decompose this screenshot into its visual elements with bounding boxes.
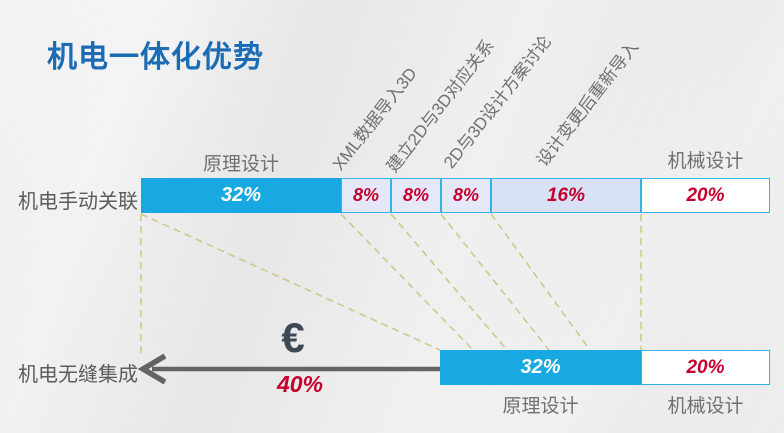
savings-percentage: 40% [276, 371, 324, 397]
euro-currency-icon: € [281, 314, 305, 361]
bar-segment-xml-import: 8% [341, 178, 391, 213]
dashed-connector-diagonal-4 [440, 213, 550, 351]
bar-manual-workflow: 32% 8% 8% 8% 16% 20% [141, 178, 770, 213]
phase-label-reimport-after-change: 设计变更后重新导入 [533, 37, 643, 170]
page-title: 机电一体化优势 [47, 41, 264, 74]
bar-segment-mechanical-design-bottom: 20% [641, 350, 770, 385]
bar-segment-design-discussion: 8% [441, 178, 491, 213]
dashed-connector-diagonal-3 [390, 213, 508, 351]
phase-label-mechanical-bottom: 机械设计 [667, 396, 744, 417]
row-label-manual: 机电手动关联 [18, 191, 138, 213]
bar-seamless-workflow: 32% 20% [440, 350, 770, 385]
bar-segment-mechanical-design: 20% [641, 178, 770, 213]
row-label-seamless: 机电无缝集成 [18, 364, 138, 386]
bar-segment-principle-design: 32% [141, 178, 341, 213]
bar-segment-reimport: 16% [491, 178, 641, 213]
arrowhead-left-icon [137, 353, 167, 385]
phase-label-principle-bottom: 原理设计 [502, 396, 579, 417]
bar-segment-principle-design-bottom: 32% [440, 350, 641, 385]
phase-label-principle-top: 原理设计 [202, 154, 279, 175]
bar-segment-2d3d-mapping: 8% [391, 178, 441, 213]
phase-label-mechanical-top: 机械设计 [667, 151, 744, 172]
dashed-connector-diagonal-5 [490, 213, 591, 351]
dashed-connector-diagonal-2 [340, 213, 474, 351]
